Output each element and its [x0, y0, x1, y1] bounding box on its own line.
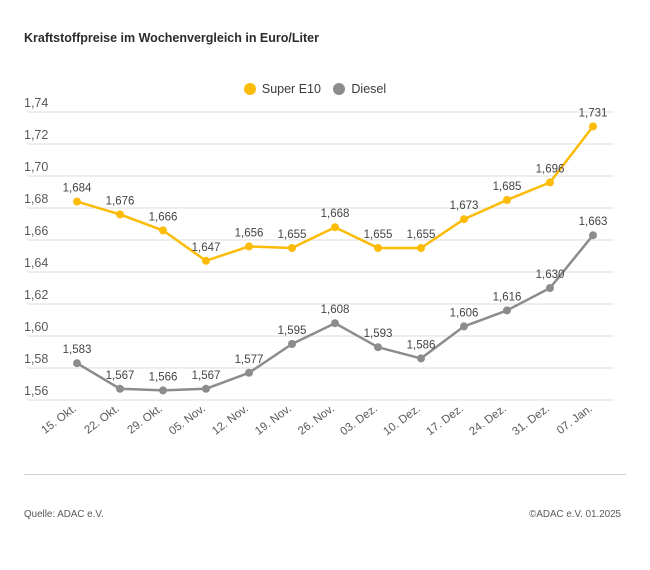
svg-text:15. Okt.: 15. Okt. — [39, 403, 78, 437]
svg-text:22. Okt.: 22. Okt. — [82, 403, 121, 437]
svg-text:1,696: 1,696 — [536, 163, 565, 175]
svg-text:10. Dez.: 10. Dez. — [381, 403, 422, 438]
svg-text:1,60: 1,60 — [24, 320, 48, 334]
svg-text:1,567: 1,567 — [106, 370, 135, 382]
svg-text:05. Nov.: 05. Nov. — [167, 403, 208, 438]
svg-text:29. Okt.: 29. Okt. — [125, 403, 164, 437]
svg-text:24. Dez.: 24. Dez. — [467, 403, 508, 438]
svg-text:1,64: 1,64 — [24, 256, 48, 270]
svg-text:1,676: 1,676 — [106, 195, 135, 207]
svg-text:1,684: 1,684 — [63, 183, 92, 195]
svg-text:1,566: 1,566 — [149, 371, 178, 383]
svg-text:1,647: 1,647 — [192, 242, 221, 254]
svg-text:1,630: 1,630 — [536, 269, 565, 281]
svg-text:1,70: 1,70 — [24, 160, 48, 174]
svg-text:1,595: 1,595 — [278, 325, 307, 337]
svg-text:1,593: 1,593 — [364, 328, 393, 340]
svg-text:1,685: 1,685 — [493, 181, 522, 193]
svg-text:1,655: 1,655 — [364, 229, 393, 241]
svg-text:07. Jan.: 07. Jan. — [555, 403, 595, 437]
svg-text:1,616: 1,616 — [493, 291, 522, 303]
svg-text:1,666: 1,666 — [149, 211, 178, 223]
svg-text:1,586: 1,586 — [407, 339, 436, 351]
svg-text:31. Dez.: 31. Dez. — [510, 403, 551, 438]
svg-text:1,567: 1,567 — [192, 370, 221, 382]
svg-text:1,577: 1,577 — [235, 354, 264, 366]
svg-text:19. Nov.: 19. Nov. — [253, 403, 294, 438]
svg-text:1,583: 1,583 — [63, 344, 92, 356]
svg-text:1,72: 1,72 — [24, 128, 48, 142]
svg-text:1,655: 1,655 — [407, 229, 436, 241]
svg-text:1,655: 1,655 — [278, 229, 307, 241]
svg-text:03. Dez.: 03. Dez. — [338, 403, 379, 438]
svg-text:1,673: 1,673 — [450, 200, 479, 212]
svg-text:1,668: 1,668 — [321, 208, 350, 220]
svg-text:1,606: 1,606 — [450, 307, 479, 319]
svg-text:26. Nov.: 26. Nov. — [296, 403, 337, 438]
svg-text:1,656: 1,656 — [235, 227, 264, 239]
svg-text:17. Dez.: 17. Dez. — [424, 403, 465, 438]
svg-text:1,56: 1,56 — [24, 384, 48, 398]
svg-text:1,58: 1,58 — [24, 352, 48, 366]
svg-text:1,66: 1,66 — [24, 224, 48, 238]
svg-text:1,731: 1,731 — [579, 107, 608, 119]
svg-text:1,74: 1,74 — [24, 96, 48, 110]
svg-text:1,663: 1,663 — [579, 216, 608, 228]
svg-text:1,62: 1,62 — [24, 288, 48, 302]
svg-text:12. Nov.: 12. Nov. — [210, 403, 251, 438]
svg-text:1,68: 1,68 — [24, 192, 48, 206]
svg-text:1,608: 1,608 — [321, 304, 350, 316]
